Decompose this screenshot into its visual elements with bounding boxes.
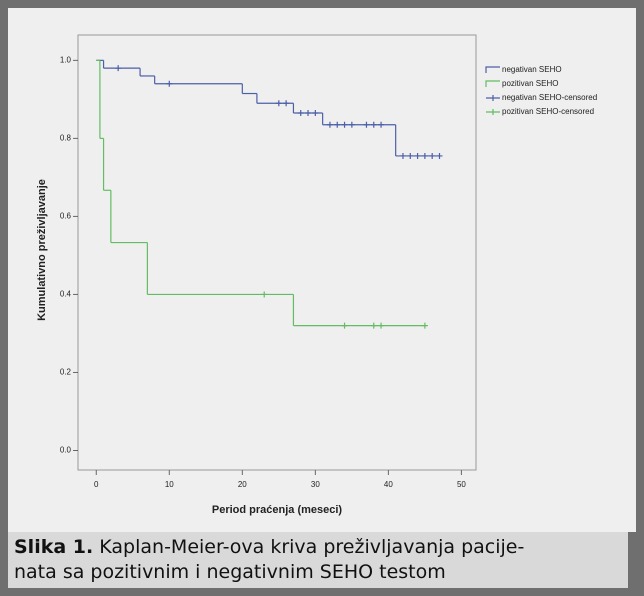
censor-mark (115, 65, 122, 72)
censor-mark (334, 121, 341, 128)
censor-mark (436, 152, 443, 159)
x-tick-label: 20 (238, 480, 247, 489)
censor-mark (407, 152, 414, 159)
y-tick-label: 0.8 (60, 133, 72, 142)
legend-label: pozitivan SEHO (502, 79, 558, 88)
censor-mark (341, 322, 348, 329)
x-tick-label: 10 (165, 480, 174, 489)
censor-mark (326, 121, 333, 128)
x-tick-label: 0 (94, 480, 99, 489)
censor-mark (429, 152, 436, 159)
censor-mark (363, 121, 370, 128)
censor-mark (348, 121, 355, 128)
censor-mark (370, 322, 377, 329)
caption-line: nata sa pozitivnim i negativnim SEHO tes… (14, 561, 446, 583)
censor-mark (341, 121, 348, 128)
legend-label: negativan SEHO-censored (502, 93, 597, 102)
y-tick-label: 0.6 (60, 212, 72, 221)
x-tick-label: 40 (384, 480, 393, 489)
legend-label: pozitivan SEHO-censored (502, 107, 594, 116)
censor-mark (275, 100, 282, 107)
censor-mark (421, 322, 428, 329)
censor-mark (370, 121, 377, 128)
caption-line: Slika 1. Kaplan-Meier-ova kriva preživlj… (14, 535, 628, 560)
y-tick-label: 1.0 (60, 55, 72, 64)
censor-mark (305, 110, 312, 117)
caption-label: Slika 1. (14, 536, 94, 558)
chart: Kumulativno preživljavanje Period praćen… (8, 8, 636, 532)
censor-mark (166, 80, 173, 87)
y-axis-label: Kumulativno preživljavanje (36, 179, 48, 321)
censor-mark (414, 152, 421, 159)
censor-mark (283, 100, 290, 107)
legend-swatch (486, 95, 500, 101)
y-tick-label: 0.0 (60, 446, 72, 455)
y-tick-label: 0.2 (60, 368, 72, 377)
legend-swatch (485, 80, 500, 87)
censor-mark (421, 152, 428, 159)
censor-mark (378, 322, 385, 329)
censor-mark (378, 121, 385, 128)
censor-mark (297, 110, 304, 117)
caption: Slika 1. Kaplan-Meier-ova kriva preživlj… (8, 532, 628, 588)
plot-frame (77, 34, 477, 471)
caption-text: Kaplan-Meier-ova kriva preživljavanja pa… (99, 536, 525, 558)
censor-mark (399, 152, 406, 159)
x-tick-label: 30 (311, 480, 320, 489)
y-tick-label: 0.4 (60, 290, 72, 299)
legend-swatch (486, 109, 500, 115)
x-tick-label: 50 (457, 480, 466, 489)
censor-mark (261, 291, 268, 298)
x-axis-label: Period praćenja (meseci) (212, 504, 343, 516)
legend-label: negativan SEHO (502, 65, 562, 74)
legend-swatch (485, 66, 500, 73)
censor-mark (312, 110, 319, 117)
